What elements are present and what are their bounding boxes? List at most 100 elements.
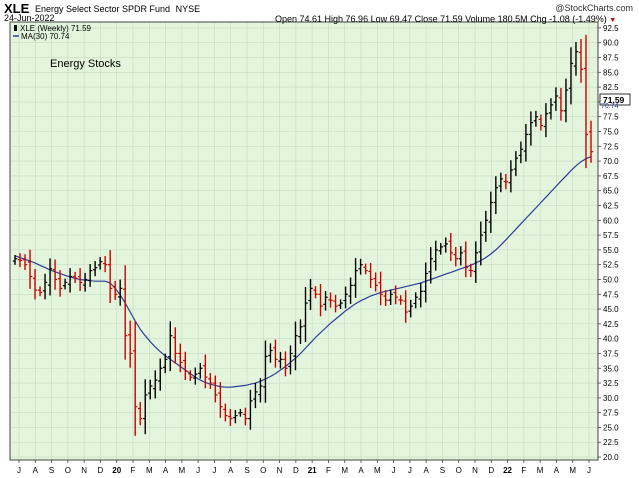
y-tick-label: 62.5 <box>603 201 619 210</box>
ohlc-bar <box>363 263 368 275</box>
x-tick-label: A <box>554 466 560 475</box>
ticker-symbol: XLE <box>4 1 30 16</box>
ohlc-bar <box>568 47 574 105</box>
ohlc-bar <box>233 410 238 424</box>
x-tick-label: F <box>326 466 331 475</box>
ohlc-bar <box>323 290 328 311</box>
ohlc-bar <box>213 375 218 403</box>
ohlc-bar <box>112 280 118 300</box>
ohlc-bar <box>238 408 243 417</box>
ohlc-bar <box>393 285 398 305</box>
chart-annotation: Energy Stocks <box>50 58 121 70</box>
ohlc-bar <box>72 271 78 283</box>
x-tick-label: D <box>293 466 299 475</box>
y-tick-label: 42.5 <box>603 320 619 329</box>
ohlc-bar <box>398 295 403 305</box>
x-tick-label: S <box>440 466 445 475</box>
x-tick-label: J <box>212 466 216 475</box>
x-tick-label: M <box>179 466 186 475</box>
y-tick-label: 32.5 <box>603 379 619 388</box>
ohlc-bar <box>428 247 433 284</box>
x-tick-label: A <box>358 466 364 475</box>
ohlc-bar <box>12 255 18 265</box>
y-tick-label: 45.0 <box>603 305 619 314</box>
ma-badge: 70.74 <box>601 103 619 110</box>
ohlc-bar <box>573 42 579 76</box>
y-tick-label: 20.0 <box>603 453 619 462</box>
x-tick-label: O <box>260 466 266 475</box>
x-tick-label: D <box>488 466 494 475</box>
ohlc-bar <box>298 319 303 345</box>
ohlc-bar <box>52 259 58 290</box>
ohlc-bar <box>453 246 458 267</box>
ohlc-bar <box>288 345 293 375</box>
y-tick-label: 67.5 <box>603 172 619 181</box>
ohlc-bar <box>183 351 188 381</box>
ohlc-bar <box>558 87 564 121</box>
ohlc-bar <box>158 358 163 391</box>
ohlc-bar <box>188 370 193 381</box>
ohlc-bar <box>253 382 258 409</box>
ohlc-bar <box>263 340 268 403</box>
x-tick-label: J <box>587 466 591 475</box>
ohlc-bar <box>498 172 504 193</box>
ohlc-bar <box>303 287 308 343</box>
ohlc-bar <box>318 284 323 317</box>
x-tick-label: N <box>472 466 478 475</box>
y-tick-label: 40.0 <box>603 335 619 344</box>
ohlc-bar <box>17 253 23 268</box>
ohlc-bar <box>338 299 343 309</box>
chart-date: 24-Jun-2022 <box>4 13 55 23</box>
ohlc-bar <box>473 241 478 283</box>
legend-price-label: XLE (Weekly) 71.59 <box>20 24 92 33</box>
ohlc-bar <box>122 265 128 360</box>
ohlc-bar <box>383 290 388 307</box>
y-tick-label: 70.0 <box>603 157 619 166</box>
ohlc-bar <box>353 258 358 298</box>
ohlc-bar <box>528 111 534 146</box>
ma30-line <box>14 156 592 388</box>
y-tick-label: 55.0 <box>603 246 619 255</box>
ohlc-bar <box>378 271 383 306</box>
y-tick-label: 37.5 <box>603 349 619 358</box>
ohlc-bar <box>418 282 423 308</box>
x-tick-label: J <box>196 466 200 475</box>
ohlc-bar <box>508 160 514 193</box>
x-tick-label: M <box>374 466 381 475</box>
y-tick-label: 50.0 <box>603 275 619 284</box>
ohlc-bar <box>248 389 253 430</box>
x-tick-label: M <box>569 466 576 475</box>
ohlc-bar <box>458 246 463 266</box>
ohlc-bar <box>117 279 123 306</box>
y-tick-label: 30.0 <box>603 394 619 403</box>
stockcharts-logo: @StockCharts.com <box>555 3 633 13</box>
x-tick-label: J <box>408 466 412 475</box>
fund-name: Energy Select Sector SPDR Fund <box>35 4 171 14</box>
x-tick-label: M <box>146 466 153 475</box>
svg-text:71.59: 71.59 <box>603 95 625 105</box>
ohlc-bar <box>268 343 273 363</box>
ohlc-bar <box>493 176 499 215</box>
x-tick-label: 21 <box>308 466 317 475</box>
legend: XLE (Weekly) 71.59 MA(30) 70.74 <box>13 24 92 41</box>
ohlc-bar <box>153 370 158 399</box>
ohlc-bar <box>128 320 133 368</box>
ohlc-bar <box>588 120 594 163</box>
ohlc-bar <box>343 286 348 309</box>
y-tick-label: 65.0 <box>603 187 619 196</box>
ohlc-bar <box>32 268 38 300</box>
ohlc-bar <box>97 257 103 270</box>
ohlc-bar <box>42 273 48 300</box>
ohlc-bar <box>328 292 333 308</box>
y-tick-label: 90.0 <box>603 39 619 48</box>
ohlc-bar <box>448 233 453 262</box>
ohlc-bar <box>243 407 248 426</box>
y-tick-label: 77.5 <box>603 113 619 122</box>
ohlc-bar <box>463 241 468 278</box>
ohlc-bar <box>198 362 203 379</box>
x-tick-label: 20 <box>112 466 121 475</box>
x-axis: J A S O N D 20 F M A M J J A S O N D 21 F M A M J J A S O N D 22 F M A M J <box>17 460 591 475</box>
x-tick-label: M <box>341 466 348 475</box>
ohlc-bar <box>333 294 338 313</box>
x-tick-label: N <box>277 466 283 475</box>
